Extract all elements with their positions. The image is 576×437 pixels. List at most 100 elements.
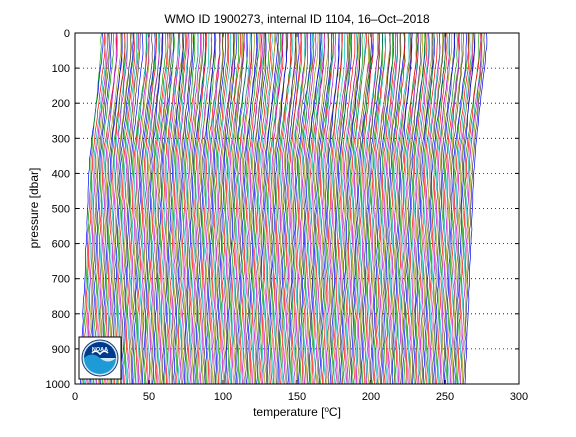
- y-tick-label-7: 700: [52, 274, 70, 286]
- profile-line-126: [266, 32, 289, 385]
- profile-line-165: [324, 32, 349, 385]
- profile-line-233: [426, 32, 448, 384]
- profile-line-228: [418, 32, 441, 385]
- profile-line-118: [255, 33, 279, 385]
- profile-line-217: [402, 32, 426, 385]
- profile-line-53: [158, 32, 181, 385]
- profile-line-60: [168, 32, 190, 385]
- profile-line-66: [177, 32, 199, 385]
- profile-line-84: [204, 32, 226, 385]
- profile-line-56: [163, 32, 184, 385]
- profile-line-119: [256, 32, 278, 385]
- profile-line-245: [443, 32, 467, 385]
- profile-line-246: [444, 32, 470, 385]
- profile-line-231: [422, 32, 446, 385]
- y-tick-label-10: 1000: [46, 379, 70, 391]
- noaa-logo: NOAA: [78, 336, 122, 380]
- profile-line-12: [97, 32, 122, 385]
- profile-line-99: [226, 32, 249, 385]
- profile-line-128: [270, 32, 292, 385]
- profile-line-68: [180, 32, 203, 385]
- profile-line-78: [195, 32, 217, 385]
- profile-line-33: [129, 32, 150, 385]
- profile-line-50: [153, 32, 175, 385]
- profile-line-62: [172, 32, 193, 385]
- profile-line-183: [351, 32, 373, 385]
- y-tick-label-9: 900: [52, 344, 70, 356]
- profile-line-208: [388, 32, 411, 385]
- profile-line-103: [232, 32, 255, 385]
- profile-line-31: [126, 32, 148, 385]
- profile-line-11: [95, 32, 117, 385]
- profile-line-93: [218, 32, 242, 385]
- profile-line-189: [360, 32, 384, 385]
- profile-line-134: [278, 33, 303, 385]
- x-axis-label-unit: C: [329, 405, 338, 419]
- x-axis-label: temperature [oC]: [253, 405, 341, 419]
- profile-line-135: [280, 32, 302, 385]
- profile-line-249: [449, 32, 473, 385]
- profile-line-146: [296, 32, 321, 385]
- profile-line-131: [274, 33, 298, 385]
- profile-line-244: [442, 32, 464, 385]
- x-tick-label-2: 100: [214, 391, 232, 403]
- x-axis-label-suffix: ]: [338, 405, 341, 419]
- profile-line-101: [229, 32, 251, 385]
- x-tick-label-1: 50: [143, 391, 155, 403]
- profile-line-63: [173, 32, 195, 385]
- profile-line-121: [259, 32, 284, 385]
- x-tick-label-3: 150: [288, 391, 306, 403]
- profile-line-67: [178, 33, 201, 385]
- x-axis: 0 50 100 150 200 250 300: [72, 33, 528, 403]
- profile-line-254: [456, 32, 482, 385]
- profile-line-227: [417, 32, 441, 385]
- profile-line-133: [277, 33, 300, 385]
- profile-line-242: [439, 32, 460, 385]
- profile-line-167: [327, 32, 351, 385]
- profile-line-139: [286, 32, 309, 385]
- profile-line-3: [84, 32, 106, 385]
- profile-line-17: [105, 32, 128, 385]
- profile-line-153: [307, 32, 330, 385]
- profile-line-132: [276, 32, 296, 385]
- profile-line-23: [114, 32, 135, 385]
- y-tick-label-8: 800: [52, 309, 70, 321]
- profile-line-57: [164, 32, 186, 384]
- profile-line-186: [355, 32, 380, 385]
- profile-line-120: [257, 33, 282, 385]
- profile-line-196: [370, 33, 395, 385]
- profile-line-197: [372, 33, 393, 385]
- profile-line-161: [318, 32, 340, 385]
- profile-line-69: [182, 32, 205, 385]
- profile-line-232: [424, 32, 447, 385]
- profile-line-89: [211, 32, 236, 385]
- profile-line-18: [106, 33, 128, 385]
- profile-line-150: [302, 32, 324, 385]
- profile-line-42: [142, 33, 164, 385]
- y-tick-label-1: 100: [52, 63, 70, 75]
- profile-line-39: [137, 32, 161, 385]
- profile-line-258: [462, 32, 485, 385]
- profile-line-54: [160, 32, 184, 385]
- profile-line-170: [332, 32, 356, 385]
- x-tick-label-0: 0: [72, 391, 78, 403]
- profile-line-1: [81, 32, 102, 385]
- profile-line-105: [235, 32, 258, 385]
- profile-line-59: [167, 32, 189, 385]
- profile-line-248: [448, 33, 471, 385]
- x-tick-label-4: 200: [362, 391, 380, 403]
- profile-line-86: [207, 32, 230, 385]
- profile-line-239: [435, 32, 458, 385]
- profile-line-65: [176, 32, 199, 385]
- profile-line-212: [394, 32, 418, 385]
- profile-line-35: [131, 32, 156, 385]
- profile-line-158: [314, 32, 337, 385]
- logo-top-half: [84, 342, 116, 358]
- profile-line-253: [455, 32, 480, 385]
- profile-line-115: [250, 32, 273, 385]
- profile-line-195: [369, 32, 391, 385]
- profile-line-252: [454, 32, 475, 385]
- y-tick-label-0: 0: [64, 28, 70, 40]
